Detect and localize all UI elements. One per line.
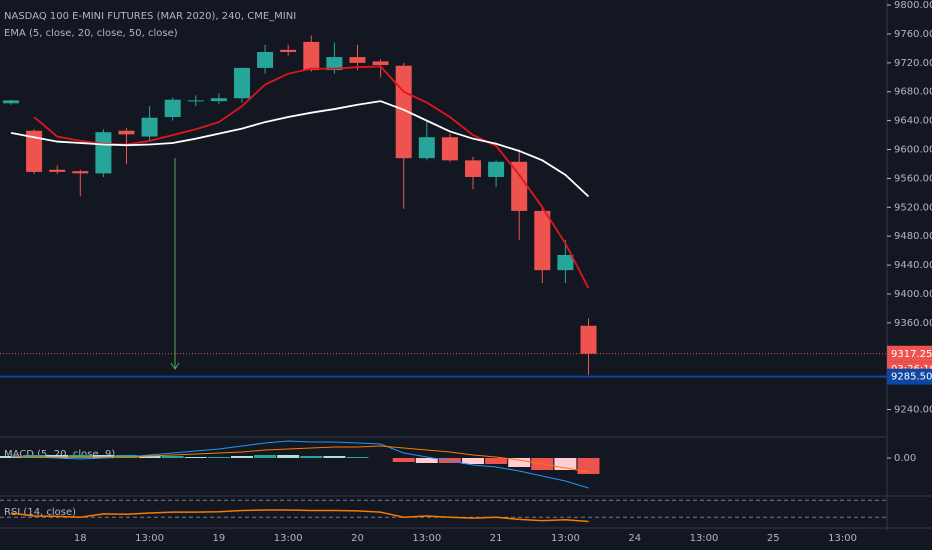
y-tick-label: 9760.00: [894, 29, 932, 40]
macd-bar: [462, 458, 484, 464]
x-tick-label: 13:00: [135, 533, 164, 544]
candle-body: [210, 98, 227, 102]
price-tag-label: 9317.25: [891, 349, 932, 360]
signal-line: [11, 445, 589, 473]
macd-bar: [161, 456, 184, 458]
candle-body: [234, 67, 250, 99]
y-tick-label: 9720.00: [894, 58, 932, 69]
y-tick-label: 9600.00: [894, 145, 932, 156]
x-tick-label: 13:00: [274, 533, 303, 544]
y-tick-label: 0.00: [894, 453, 916, 464]
x-tick-label: 19: [213, 533, 226, 544]
macd-bar: [346, 457, 369, 458]
macd-bar: [485, 458, 508, 464]
macd-bar: [392, 458, 415, 462]
candle-body: [580, 325, 597, 354]
candle-body: [257, 52, 274, 68]
rsi-line: [10, 509, 589, 523]
ema-line: [10, 100, 590, 198]
x-tick-label: 13:00: [690, 533, 719, 544]
candle-body: [280, 49, 297, 53]
candle-body: [511, 161, 528, 211]
candle-body: [26, 130, 43, 172]
price-tag-label: 9285.50: [891, 372, 932, 383]
macd-bar: [254, 455, 277, 458]
candle-body: [95, 132, 112, 174]
candle-body: [141, 117, 158, 137]
macd-bar: [300, 456, 323, 458]
candle-body: [326, 57, 343, 71]
candle-body: [372, 61, 389, 66]
y-tick-label: 9560.00: [894, 173, 932, 184]
x-tick-label: 21: [490, 533, 503, 544]
x-tick-label: 13:00: [551, 533, 580, 544]
price-tag: [887, 368, 932, 385]
y-tick-label: 9400.00: [894, 289, 932, 300]
macd-bar: [508, 458, 531, 467]
candle-body: [3, 100, 19, 104]
y-tick-label: 9480.00: [894, 231, 932, 242]
y-tick-label: 9800.00: [894, 0, 932, 11]
candle-body: [187, 100, 204, 102]
x-tick-label: 25: [767, 533, 780, 544]
rsi-label: RSI (14, close): [4, 507, 76, 518]
macd-label: MACD (5, 20, close, 9): [4, 449, 115, 460]
y-tick-label: 9680.00: [894, 87, 932, 98]
y-tick-label: 9520.00: [894, 202, 932, 213]
candle-body: [164, 99, 181, 118]
macd-bar: [415, 458, 438, 463]
candle-body: [465, 160, 481, 177]
candle-body: [349, 57, 366, 63]
macd-bar: [184, 457, 207, 458]
x-tick-label: 13:00: [828, 533, 857, 544]
x-tick-label: 18: [74, 533, 87, 544]
macd-bar: [323, 456, 346, 458]
y-tick-label: 9360.00: [894, 318, 932, 329]
y-tick-label: 9240.00: [894, 405, 932, 416]
macd-bar: [231, 456, 253, 458]
arrow-head: [170, 362, 180, 370]
macd-bar: [577, 458, 600, 474]
macd-bar: [207, 457, 230, 458]
candle-body: [418, 137, 435, 159]
x-tick-label: 13:00: [412, 533, 441, 544]
candle-body: [72, 171, 89, 174]
chart-title: NASDAQ 100 E-MINI FUTURES (MAR 2020), 24…: [4, 11, 296, 22]
y-tick-label: 9640.00: [894, 116, 932, 127]
price-tag: [887, 345, 932, 362]
y-tick-label: 9440.00: [894, 260, 932, 271]
x-tick-label: 20: [351, 533, 364, 544]
candle-body: [441, 137, 458, 161]
indicator-label: EMA (5, close, 20, close, 50, close): [4, 28, 178, 39]
candle-body: [488, 161, 505, 177]
candle-body: [534, 210, 551, 271]
candle-body: [49, 169, 66, 172]
candle-body: [303, 41, 320, 71]
candle-body: [118, 130, 135, 135]
macd-bar: [277, 455, 300, 458]
macd-line: [10, 440, 589, 489]
macd-bar: [138, 456, 161, 458]
x-tick-label: 24: [628, 533, 641, 544]
candle-body: [557, 254, 574, 271]
candle-body: [395, 65, 412, 159]
